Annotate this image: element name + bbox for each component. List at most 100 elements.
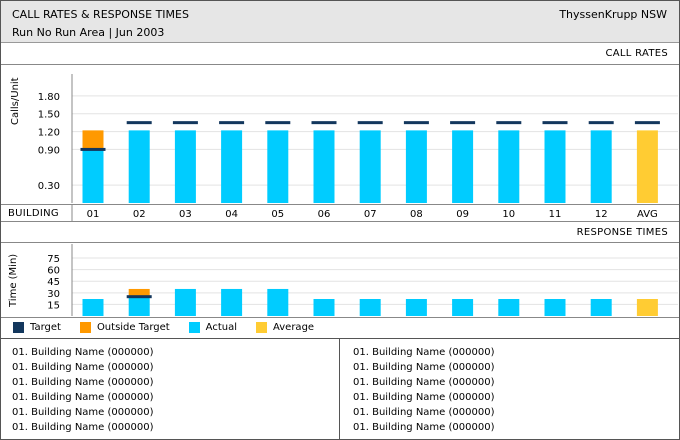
list-item: 01. Building Name (000000)	[12, 347, 154, 358]
actual-bar	[544, 299, 566, 316]
list-item: 01. Building Name (000000)	[353, 347, 495, 358]
divider	[1, 242, 679, 243]
list-item: 01. Building Name (000000)	[353, 407, 495, 418]
actual-bar	[359, 299, 381, 316]
x-tick-label: 09	[456, 209, 469, 220]
target-marker	[126, 295, 152, 299]
list-item: 01. Building Name (000000)	[12, 407, 154, 418]
legend-label: Average	[273, 322, 315, 333]
y-tick-label: 60	[47, 266, 60, 277]
actual-bar	[498, 299, 520, 316]
actual-bar	[590, 299, 612, 316]
response-times-ylabel: Time (Min)	[8, 253, 19, 307]
company-name: ThyssenKrupp NSW	[559, 8, 667, 21]
list-item: 01. Building Name (000000)	[12, 422, 154, 433]
divider	[1, 64, 679, 65]
target-marker	[219, 121, 245, 125]
y-tick-label: 0.90	[38, 145, 60, 156]
y-tick-label: 1.20	[38, 128, 60, 139]
average-bar	[636, 299, 658, 316]
legend-label: Actual	[205, 322, 237, 333]
y-tick-label: 15	[47, 300, 60, 311]
actual-bar	[405, 299, 427, 316]
list-item: 01. Building Name (000000)	[12, 377, 154, 388]
actual-bar	[359, 130, 381, 203]
target-swatch	[13, 322, 24, 333]
call-rates-title: CALL RATES	[605, 48, 668, 59]
y-tick-label: 30	[47, 289, 60, 300]
x-tick-label: 02	[133, 209, 146, 220]
x-tick-label: 05	[271, 209, 284, 220]
legend-actual: Actual	[188, 322, 237, 333]
average-bar	[636, 130, 658, 203]
legend-outside-target: Outside Target	[79, 322, 170, 333]
actual-bar	[128, 130, 150, 203]
actual-bar	[128, 296, 150, 316]
x-tick-label: 12	[595, 209, 608, 220]
x-tick-label: 07	[364, 209, 377, 220]
y-tick-label: 45	[47, 277, 60, 288]
x-tick-label: 06	[318, 209, 331, 220]
actual-bar	[544, 130, 566, 203]
actual-bar	[267, 130, 289, 203]
target-marker	[126, 121, 152, 125]
outside-target-bar	[82, 130, 104, 150]
actual-bar	[590, 130, 612, 203]
target-marker	[496, 121, 522, 125]
actual-bar	[267, 288, 289, 316]
divider	[1, 317, 679, 318]
legend-average: Average	[256, 322, 314, 333]
actual-bar	[452, 299, 474, 316]
outside-target-swatch	[79, 322, 91, 333]
list-item: 01. Building Name (000000)	[353, 377, 495, 388]
y-tick-label: 75	[47, 254, 60, 265]
x-tick-label: 04	[225, 209, 238, 220]
list-item: 01. Building Name (000000)	[353, 392, 495, 403]
actual-bar	[405, 130, 427, 203]
list-item: 01. Building Name (000000)	[12, 362, 154, 373]
target-marker	[403, 121, 429, 125]
actual-bar	[174, 130, 196, 203]
legend-label: Outside Target	[96, 322, 170, 333]
target-marker	[311, 121, 337, 125]
x-tick-label: 01	[87, 209, 100, 220]
legend: Target Outside Target Actual Average	[13, 322, 333, 333]
x-axis-caption: BUILDING	[8, 208, 59, 219]
y-tick-label: 1.50	[38, 110, 60, 121]
y-tick-label: 0.30	[38, 181, 60, 192]
divider	[1, 204, 679, 205]
response-times-title: RESPONSE TIMES	[576, 227, 668, 238]
target-marker	[634, 121, 660, 125]
target-marker	[80, 147, 106, 151]
report-header: CALL RATES & RESPONSE TIMES Run No Run A…	[1, 1, 679, 43]
actual-bar	[498, 130, 520, 203]
building-list-left: 01. Building Name (000000) 01. Building …	[12, 345, 153, 435]
target-marker	[542, 121, 568, 125]
divider	[1, 338, 679, 339]
x-tick-label: 03	[179, 209, 192, 220]
report-title: CALL RATES & RESPONSE TIMES	[12, 8, 189, 21]
building-list-right: 01. Building Name (000000) 01. Building …	[353, 345, 494, 435]
target-marker	[450, 121, 476, 125]
x-tick-label: 11	[549, 209, 562, 220]
list-item: 01. Building Name (000000)	[353, 422, 495, 433]
target-marker	[172, 121, 198, 125]
list-item: 01. Building Name (000000)	[12, 392, 154, 403]
actual-bar	[82, 299, 104, 316]
actual-bar	[452, 130, 474, 203]
actual-bar	[82, 149, 104, 203]
target-marker	[357, 121, 383, 125]
actual-bar	[174, 288, 196, 316]
outside-target-bar	[128, 288, 150, 297]
y-tick-label: 1.80	[38, 92, 60, 103]
legend-target: Target	[13, 322, 61, 333]
legend-label: Target	[30, 322, 61, 333]
actual-swatch	[188, 322, 200, 333]
actual-bar	[221, 130, 243, 203]
report-subtitle: Run No Run Area | Jun 2003	[12, 26, 165, 39]
actual-bar	[221, 288, 243, 316]
x-tick-label: AVG	[637, 209, 658, 220]
list-item: 01. Building Name (000000)	[353, 362, 495, 373]
target-marker	[588, 121, 614, 125]
